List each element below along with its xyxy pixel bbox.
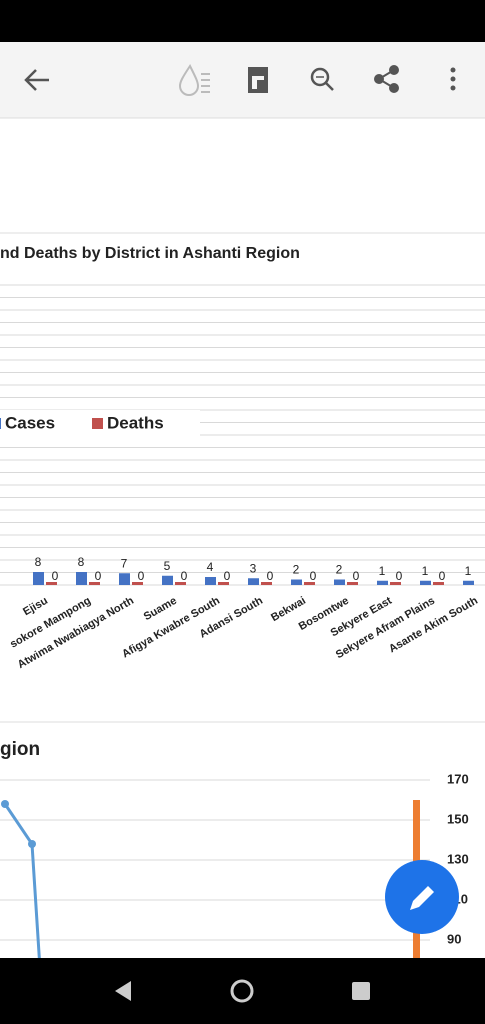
bar bbox=[377, 580, 388, 585]
bar bbox=[347, 582, 358, 585]
bar bbox=[248, 578, 259, 585]
reader-mode-button[interactable] bbox=[178, 64, 210, 96]
bar bbox=[76, 572, 87, 585]
value-label: 0 bbox=[267, 569, 274, 583]
marker bbox=[1, 800, 9, 808]
bar bbox=[205, 577, 216, 585]
value-label: 0 bbox=[353, 569, 360, 583]
back-button[interactable] bbox=[24, 69, 49, 91]
value-label: 2 bbox=[293, 563, 300, 577]
nav-home[interactable] bbox=[230, 979, 254, 1003]
value-label: 0 bbox=[439, 569, 446, 583]
value-label: 0 bbox=[138, 569, 145, 583]
value-label: 7 bbox=[121, 556, 128, 570]
value-label: 4 bbox=[207, 560, 214, 574]
legend-swatch bbox=[0, 418, 1, 429]
value-label: 1 bbox=[379, 564, 386, 578]
bar bbox=[261, 582, 272, 585]
value-label: 1 bbox=[422, 564, 429, 578]
value-label: 5 bbox=[164, 559, 171, 573]
bar bbox=[132, 582, 143, 585]
y-tick-label: 90 bbox=[447, 931, 461, 946]
bar bbox=[433, 582, 444, 585]
more-button[interactable] bbox=[450, 67, 456, 91]
bar bbox=[463, 580, 474, 585]
status-bar bbox=[0, 0, 485, 42]
bar bbox=[89, 582, 100, 585]
nav-recents[interactable] bbox=[352, 982, 370, 1000]
value-label: 0 bbox=[52, 569, 59, 583]
value-label: 3 bbox=[250, 561, 257, 575]
y-tick-label: 170 bbox=[447, 771, 469, 786]
edit-button[interactable] bbox=[385, 860, 459, 934]
x-tick-label: Ejisu bbox=[21, 595, 50, 619]
bar bbox=[119, 573, 130, 585]
y-tick-label: 150 bbox=[447, 811, 469, 826]
value-label: 8 bbox=[35, 555, 42, 569]
legend-label: Deaths bbox=[107, 413, 164, 432]
value-label: 2 bbox=[336, 563, 343, 577]
value-label: 0 bbox=[224, 569, 231, 583]
search-button[interactable] bbox=[310, 67, 334, 91]
bar bbox=[304, 582, 315, 585]
nav-back[interactable] bbox=[115, 981, 131, 1001]
value-label: 8 bbox=[78, 555, 85, 569]
chart-title: gion bbox=[0, 739, 40, 760]
layout-button[interactable] bbox=[248, 67, 268, 93]
legend-label: Cases bbox=[5, 413, 55, 432]
value-label: 1 bbox=[465, 564, 472, 578]
value-label: 0 bbox=[396, 569, 403, 583]
value-label: 0 bbox=[95, 569, 102, 583]
bar bbox=[46, 582, 57, 585]
bar bbox=[218, 582, 229, 585]
value-label: 0 bbox=[310, 569, 317, 583]
value-label: 0 bbox=[181, 569, 188, 583]
legend-swatch bbox=[92, 418, 103, 429]
marker bbox=[28, 840, 36, 848]
chart-title: nd Deaths by District in Ashanti Region bbox=[0, 245, 300, 262]
bar bbox=[33, 572, 44, 585]
bar bbox=[390, 582, 401, 585]
bar bbox=[334, 579, 345, 585]
y-tick-label: 130 bbox=[447, 851, 469, 866]
bar bbox=[162, 575, 173, 585]
toolbar bbox=[0, 42, 485, 118]
bar bbox=[291, 579, 302, 585]
bar bbox=[420, 580, 431, 585]
bar bbox=[175, 582, 186, 585]
navigation-bar bbox=[0, 958, 485, 1024]
share-button[interactable] bbox=[374, 65, 399, 93]
